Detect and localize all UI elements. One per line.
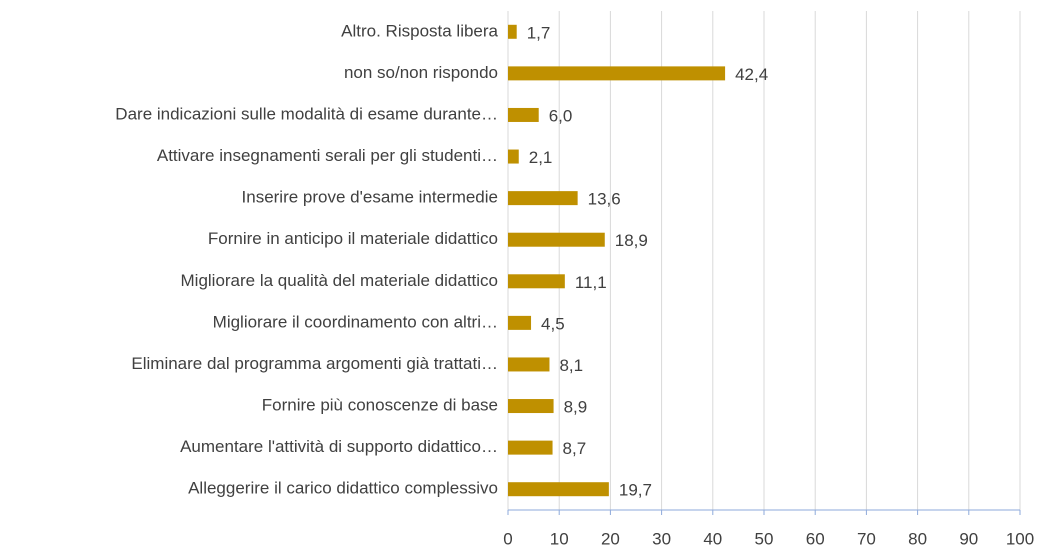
bar <box>508 24 517 39</box>
value-label: 19,7 <box>619 481 652 500</box>
x-tick-label: 0 <box>503 529 512 548</box>
bar <box>508 232 605 247</box>
y-tick-label: Dare indicazioni sulle modalità di esame… <box>115 104 498 123</box>
value-label: 11,1 <box>575 273 607 292</box>
value-label: 2,1 <box>529 148 553 167</box>
value-label: 1,7 <box>527 23 551 42</box>
y-tick-label: Attivare insegnamenti serali per gli stu… <box>157 146 498 165</box>
x-tick-label: 60 <box>806 529 825 548</box>
bar <box>508 66 726 81</box>
y-tick-label: Altro. Risposta libera <box>341 21 498 40</box>
bar <box>508 191 578 206</box>
bar <box>508 357 550 372</box>
value-label: 13,6 <box>588 190 621 209</box>
y-tick-label: Alleggerire il carico didattico compless… <box>188 479 498 498</box>
y-tick-label: Aumentare l'attività di supporto didatti… <box>180 437 498 456</box>
bar <box>508 274 565 289</box>
y-tick-label: Eliminare dal programma argomenti già tr… <box>131 354 498 373</box>
x-tick-label: 10 <box>550 529 569 548</box>
x-tick-label: 100 <box>1006 529 1034 548</box>
value-label: 42,4 <box>735 65 768 84</box>
value-label: 4,5 <box>541 314 565 333</box>
y-tick-label: Migliorare il coordinamento con altri… <box>213 312 498 331</box>
y-tick-label: Fornire in anticipo il materiale didatti… <box>208 229 498 248</box>
y-tick-label: non so/non rispondo <box>344 63 498 82</box>
x-tick-label: 70 <box>857 529 876 548</box>
x-tick-label: 50 <box>755 529 774 548</box>
value-label: 6,0 <box>549 106 573 125</box>
bar <box>508 399 554 414</box>
bar <box>508 107 539 122</box>
y-tick-label: Migliorare la qualità del materiale dida… <box>181 271 499 290</box>
y-tick-label: Inserire prove d'esame intermedie <box>242 188 498 207</box>
x-tick-label: 20 <box>601 529 620 548</box>
x-tick-label: 30 <box>652 529 671 548</box>
value-label: 8,7 <box>563 439 587 458</box>
x-tick-label: 90 <box>959 529 978 548</box>
bar <box>508 149 519 164</box>
value-label: 8,1 <box>559 356 583 375</box>
value-label: 8,9 <box>564 398 588 417</box>
x-tick-label: 40 <box>703 529 722 548</box>
x-tick-label: 80 <box>908 529 927 548</box>
bar <box>508 440 553 455</box>
value-label: 18,9 <box>615 231 648 250</box>
bar <box>508 315 532 330</box>
y-tick-label: Fornire più conoscenze di base <box>262 396 498 415</box>
bar <box>508 482 609 497</box>
